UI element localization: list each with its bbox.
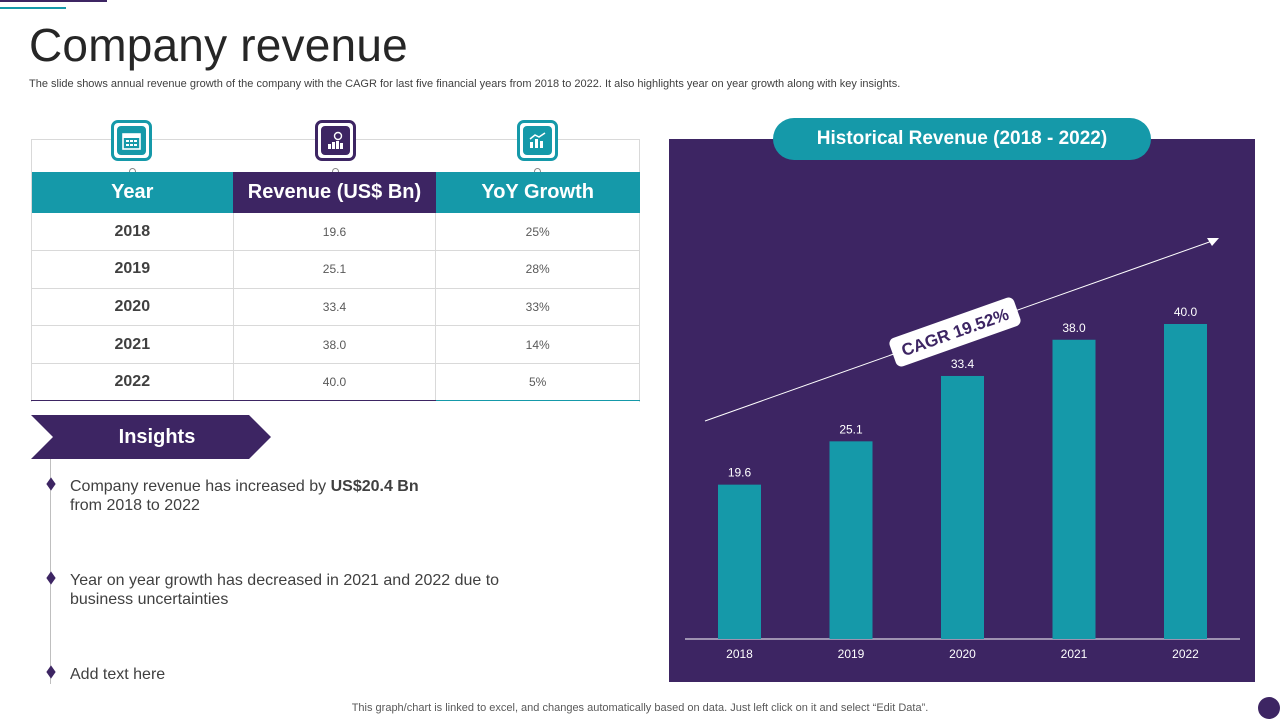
header-year: Year: [31, 172, 234, 213]
insight-1-suffix: from 2018 to 2022: [70, 497, 200, 514]
year-cell: 2022: [31, 363, 234, 402]
top-accent-line-teal: [0, 7, 66, 9]
top-accent-line-purple: [0, 0, 107, 2]
header-yoy-growth: YoY Growth: [435, 172, 640, 213]
table-row: 2018 19.6 25%: [31, 213, 640, 252]
revenue-cell: 38.0: [232, 325, 436, 364]
data-label-2022: 40.0: [1174, 305, 1198, 319]
table-row: 2020 33.4 33%: [31, 288, 640, 327]
page-title: Company revenue: [29, 19, 408, 71]
insight-1-prefix: Company revenue has increased by: [70, 478, 331, 495]
x-tick-label-2022: 2022: [1172, 647, 1199, 661]
revenue-cell: 33.4: [232, 288, 436, 327]
growth-cell: 5%: [435, 363, 640, 402]
data-label-2020: 33.4: [951, 357, 975, 371]
calendar-icon: [111, 120, 152, 161]
growth-cell: 25%: [435, 213, 640, 252]
insight-item-2: Year on year growth has decreased in 202…: [70, 572, 500, 608]
data-label-2018: 19.6: [728, 466, 752, 480]
cagr-label-box: [889, 297, 1021, 367]
corner-decoration: [1258, 697, 1280, 719]
table-header-row: Year Revenue (US$ Bn) YoY Growth: [31, 172, 640, 213]
insight-1-highlight: US$20.4 Bn: [330, 478, 419, 495]
year-cell: 2021: [31, 325, 234, 364]
growth-chart-icon: [517, 120, 558, 161]
insights-heading: Insights: [118, 425, 196, 448]
year-cell: 2020: [31, 288, 234, 327]
bar-group: 19.6 2018 25.1 2019 33.4 2020 38.0 2021 40.0 2022: [718, 305, 1207, 661]
growth-cell: 33%: [435, 288, 640, 327]
revenue-cell: 25.1: [232, 250, 436, 289]
revenue-bar-chart[interactable]: 19.6 2018 25.1 2019 33.4 2020 38.0 2021 40.0 2022…: [669, 139, 1255, 682]
x-tick-label-2021: 2021: [1061, 647, 1088, 661]
x-tick-label-2019: 2019: [838, 647, 865, 661]
chart-title: Historical Revenue (2018 - 2022): [773, 118, 1151, 160]
insight-item-3: Add text here: [70, 666, 166, 683]
revenue-cell: 19.6: [232, 213, 436, 252]
bar-2022[interactable]: [1164, 324, 1207, 639]
year-cell: 2018: [31, 213, 234, 252]
cagr-arrow-head: [1207, 238, 1219, 246]
table-row: 2021 38.0 14%: [31, 325, 640, 364]
bar-2021[interactable]: [1052, 339, 1096, 639]
growth-cell: 28%: [435, 250, 640, 289]
diamond-bullet-icon: [44, 478, 56, 494]
footer-note: This graph/chart is linked to excel, and…: [351, 702, 929, 714]
growth-cell: 14%: [435, 325, 640, 364]
revenue-cell: 40.0: [232, 363, 436, 402]
bar-2019[interactable]: [829, 441, 873, 639]
table-row: 2019 25.1 28%: [31, 250, 640, 289]
x-tick-label-2018: 2018: [726, 647, 753, 661]
revenue-table: Year Revenue (US$ Bn) YoY Growth 2018 19…: [31, 172, 640, 402]
data-label-2021: 38.0: [1062, 321, 1086, 335]
header-revenue: Revenue (US$ Bn): [233, 172, 436, 213]
bar-2018[interactable]: [718, 484, 761, 639]
insight-item-1: Company revenue has increased by US$20.4…: [70, 477, 520, 515]
data-label-2019: 25.1: [839, 422, 863, 436]
diamond-bullet-icon: [44, 572, 56, 588]
page-subtitle: The slide shows annual revenue growth of…: [29, 78, 901, 90]
bar-2020[interactable]: [941, 375, 984, 639]
diamond-bullet-icon: [44, 666, 56, 682]
revenue-growth-icon: [315, 120, 356, 161]
year-cell: 2019: [31, 250, 234, 289]
table-row: 2022 40.0 5%: [31, 363, 640, 402]
insights-banner: Insights: [31, 415, 271, 459]
x-tick-label-2020: 2020: [949, 647, 976, 661]
